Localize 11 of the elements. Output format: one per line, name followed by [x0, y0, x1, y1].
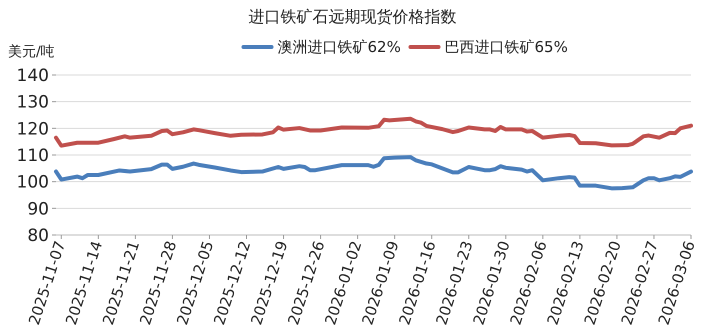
y-tick-label: 110: [16, 146, 49, 166]
y-tick-label: 80: [27, 226, 49, 246]
y-tick-label: 120: [16, 119, 49, 140]
y-axis-title: 美元/吨: [8, 44, 55, 60]
y-tick-label: 90: [27, 199, 49, 220]
y-tick-label: 100: [16, 172, 49, 193]
legend-label: 澳洲进口铁矿62%: [278, 38, 401, 56]
chart-title: 进口铁矿石远期现货价格指数: [248, 7, 456, 26]
y-tick-label: 130: [16, 92, 49, 113]
y-tick-label: 140: [16, 66, 49, 86]
legend-label: 巴西进口铁矿65%: [444, 38, 568, 56]
